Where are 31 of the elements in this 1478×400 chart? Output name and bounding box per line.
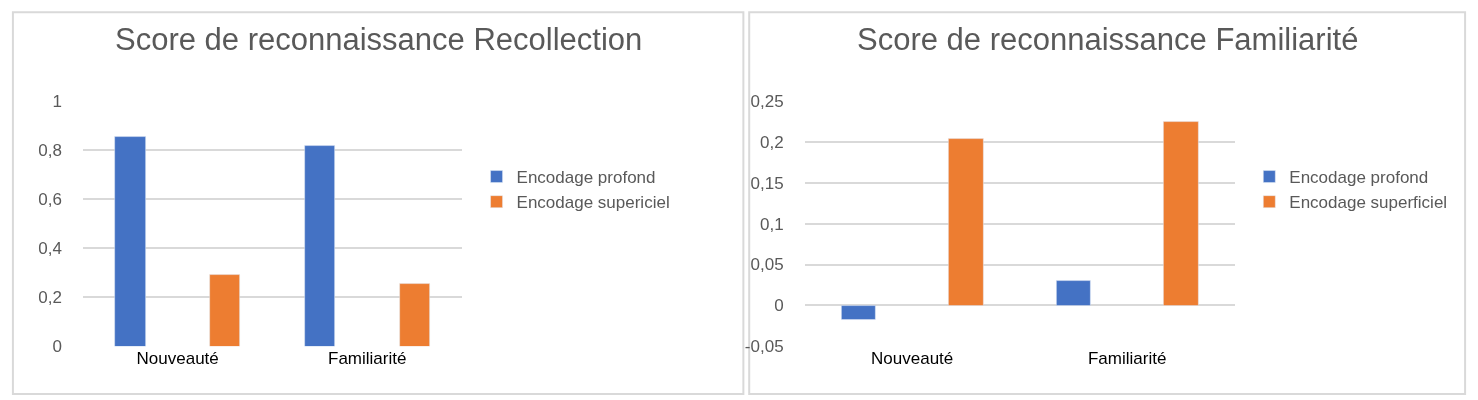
bar [399,283,430,347]
y-tick-label: 1 [52,91,62,111]
bar [304,145,335,347]
y-tick-label: 0,2 [759,132,784,152]
bar [1163,121,1199,306]
y-tick-label: 0,1 [759,214,784,234]
legend-label: Encodage superficiel [1289,193,1448,213]
bar [948,138,984,306]
y-tick-label: 0,4 [38,239,62,259]
y-tick-label: 0 [52,337,62,357]
bar [1056,280,1091,306]
y-tick-label: 0,2 [38,288,62,308]
x-tick-label: Familiarité [1087,349,1167,369]
y-tick-label: 0,25 [750,91,784,111]
y-tick-label: 0,05 [750,255,784,275]
legend-label: Encodage supericiel [516,193,670,213]
y-tick-label: 0 [774,296,784,316]
x-tick-label: Nouveauté [871,349,954,369]
chart-title: Score de reconnaissance Recollection [115,22,643,57]
chart-title: Score de reconnaissance Familiarité [857,22,1359,57]
legend-label: Encodage profond [516,168,656,188]
legend-label: Encodage profond [1289,168,1429,188]
y-tick-label: 0,8 [38,140,62,160]
y-tick-label: 0,15 [750,173,784,193]
bar [114,136,146,347]
x-tick-label: Familiarité [328,349,407,369]
bar [209,274,240,347]
x-tick-label: Nouveauté [136,349,219,369]
bar [841,305,876,320]
y-tick-label: -0,05 [744,337,784,357]
y-tick-label: 0,6 [38,190,62,209]
